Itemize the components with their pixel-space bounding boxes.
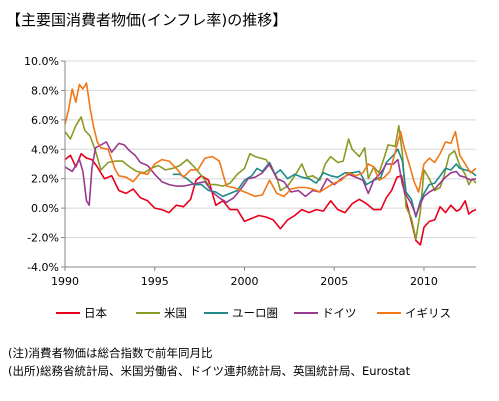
y-tick-label: -4.0%	[27, 261, 59, 274]
note-definition: (注)消費者物価は総合指数で前年同月比	[8, 346, 213, 360]
note-source: (出所)総務省統計局、米国労働省、ドイツ連邦統計局、英国統計局、Eurostat	[8, 364, 411, 378]
y-tick-label: 2.0%	[31, 173, 59, 186]
legend-label: ドイツ	[322, 306, 357, 320]
y-axis-tick-labels: 10.0% 8.0% 6.0% 4.0% 2.0% 0.0% -2.0% -4.0%	[24, 55, 59, 274]
legend-label: 日本	[84, 306, 107, 320]
series-line	[172, 148, 477, 218]
series-line	[64, 82, 477, 198]
x-tick-label: 1990	[51, 275, 79, 288]
series-line	[64, 116, 477, 240]
x-tick-label: 1995	[141, 275, 169, 288]
axes	[61, 60, 476, 271]
y-tick-label: 10.0%	[24, 55, 59, 68]
series-lines	[64, 82, 477, 246]
y-tick-label: 8.0%	[31, 84, 59, 97]
x-tick-label: 2010	[410, 275, 438, 288]
y-tick-label: -2.0%	[27, 232, 59, 245]
y-tick-label: 6.0%	[31, 114, 59, 127]
page-title: 【主要国消費者物価(インフレ率)の推移】	[6, 11, 288, 29]
grid-lines	[65, 60, 476, 239]
legend: 日本 米国 ユーロ圏 ドイツ イギリス	[56, 306, 451, 320]
y-tick-label: 4.0%	[31, 143, 59, 156]
y-tick-label: 0.0%	[31, 202, 59, 215]
legend-label: イギリス	[405, 306, 451, 320]
footnotes: (注)消費者物価は総合指数で前年同月比 (出所)総務省統計局、米国労働省、ドイツ…	[8, 344, 410, 380]
series-line	[64, 152, 477, 246]
series-line	[64, 141, 477, 217]
legend-label: 米国	[164, 306, 187, 320]
legend-label: ユーロ圏	[232, 306, 278, 320]
x-tick-label: 2000	[230, 275, 258, 288]
x-axis-tick-labels: 1990 1995 2000 2005 2010	[51, 275, 438, 288]
x-tick-label: 2005	[320, 275, 348, 288]
